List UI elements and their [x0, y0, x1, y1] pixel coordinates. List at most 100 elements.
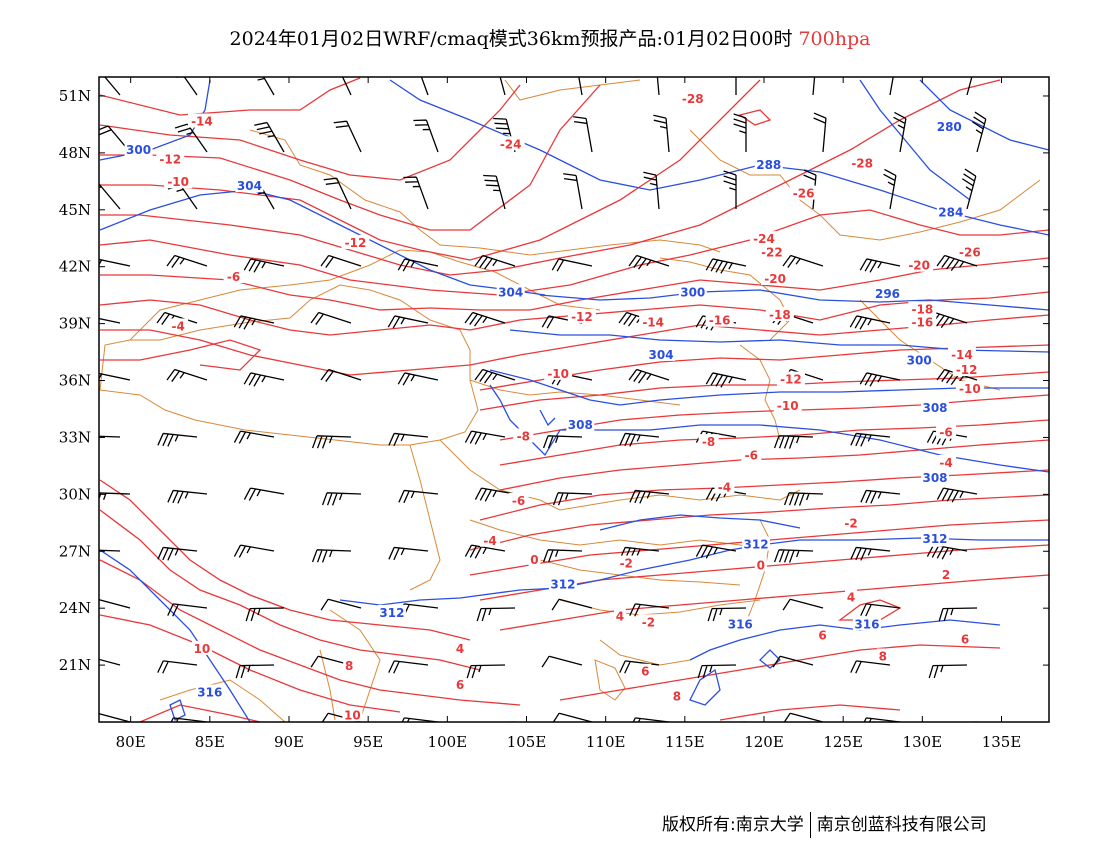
temperature-label-bg: [191, 640, 212, 655]
wind-barb: [735, 77, 737, 95]
wind-barb: [859, 258, 901, 273]
wind-barb: [254, 121, 285, 153]
temperature-label-bg: [678, 90, 707, 105]
wind-barb: [323, 177, 352, 210]
height-label-bg: [852, 616, 881, 631]
x-tick-label: 85E: [195, 733, 225, 751]
wind-barb: [936, 254, 978, 272]
height-label-bg: [566, 417, 595, 432]
wind-barb: [783, 712, 824, 722]
wind-barb: [99, 492, 131, 501]
x-tick-label: 135E: [982, 733, 1022, 751]
wind-barb: [782, 254, 824, 268]
y-tick-label: 24N: [59, 599, 91, 617]
temperature-label-bg: [698, 434, 719, 449]
temperature-label-bg: [639, 663, 652, 678]
height-label-bg: [124, 141, 153, 156]
height-label-bg: [873, 286, 902, 301]
temperature-label: 10: [344, 708, 361, 722]
wind-barb: [99, 317, 121, 324]
wind-barb: [233, 315, 275, 330]
temperature-label: -14: [642, 316, 664, 330]
wind-barb: [483, 174, 506, 210]
temperature-label: -8: [517, 429, 530, 443]
wind-barb: [320, 598, 362, 611]
temperature-label-bg: [905, 257, 934, 272]
temperature-label-bg: [940, 566, 953, 581]
temperature-label-bg: [613, 608, 626, 623]
y-tick-label: 42N: [59, 258, 91, 276]
wind-barb: [653, 114, 670, 153]
temperature-label: -26: [793, 187, 815, 201]
y-tick-label: 27N: [59, 542, 91, 560]
temperature-label-bg: [848, 155, 877, 170]
temperature-label: -8: [702, 435, 715, 449]
temperature-label: -2: [642, 615, 655, 629]
wind-barb: [860, 489, 901, 504]
height-label-bg: [726, 616, 755, 631]
wind-barb: [311, 435, 352, 449]
temperature-label: -4: [939, 456, 952, 470]
wind-barb: [552, 492, 593, 506]
temperature-label: 4: [456, 642, 464, 656]
wind-barb: [711, 721, 746, 722]
temperature-label-bg: [156, 151, 185, 166]
wind-barb: [333, 120, 362, 153]
wind-barb: [551, 598, 593, 611]
map-frame: [98, 76, 1050, 723]
wind-barb: [398, 489, 439, 504]
wind-barb: [773, 435, 814, 449]
wind-barb: [705, 258, 747, 274]
temperature-label: 2: [942, 568, 950, 582]
wind-barb: [243, 372, 285, 387]
height-label: 308: [922, 471, 947, 485]
temperature-label: -4: [483, 534, 496, 548]
y-tick-label: 39N: [59, 315, 91, 333]
height-label-bg: [496, 284, 525, 299]
temperature-label-bg: [638, 614, 659, 629]
temperature-label: -4: [171, 319, 184, 333]
temperature-label-bg: [952, 362, 981, 377]
height-label: 296: [875, 287, 900, 301]
temperature-label: -12: [780, 373, 802, 387]
wind-barb: [99, 599, 131, 609]
wind-barb: [464, 430, 506, 445]
x-tick-label: 95E: [353, 733, 383, 751]
wind-barb: [243, 258, 285, 273]
temperature-label: -20: [764, 272, 786, 286]
wind-barb: [859, 372, 901, 387]
height-label: 300: [126, 143, 151, 157]
temperature-label-bg: [816, 627, 829, 642]
temperature-label-bg: [845, 589, 858, 604]
temperature-label: -20: [908, 259, 930, 273]
wind-barb: [936, 487, 978, 503]
x-tick-label: 125E: [823, 733, 863, 751]
wind-barb: [387, 315, 429, 329]
wind-barb: [157, 546, 198, 561]
wind-barb: [397, 258, 439, 272]
y-tick-label: 33N: [59, 428, 91, 446]
temperature-label: 6: [961, 632, 969, 646]
copyright-footer: 版权所有:南京大学 南京创蓝科技有限公司: [662, 810, 987, 838]
temperature-label: -10: [959, 382, 981, 396]
wind-barb: [619, 660, 660, 674]
wind-barb: [928, 664, 968, 679]
wind-barb: [233, 430, 275, 444]
wind-barb: [233, 544, 275, 558]
wind-barb: [541, 655, 583, 668]
wind-barb: [99, 713, 131, 722]
temperature-label: -24: [753, 232, 775, 246]
wind-barb: [157, 432, 198, 447]
wind-barb: [176, 77, 198, 96]
temperature-label: -2: [620, 557, 633, 571]
temperature-label: 8: [879, 650, 887, 664]
wind-barb: [863, 717, 901, 722]
x-tick-label: 110E: [586, 733, 626, 751]
temperature-label-bg: [773, 398, 802, 413]
temperature-label-bg: [528, 551, 541, 566]
wind-barb: [552, 712, 593, 722]
wind-barb: [170, 717, 208, 722]
wind-barb: [321, 492, 362, 506]
height-label: 288: [756, 158, 781, 172]
wind-barb: [849, 315, 891, 330]
